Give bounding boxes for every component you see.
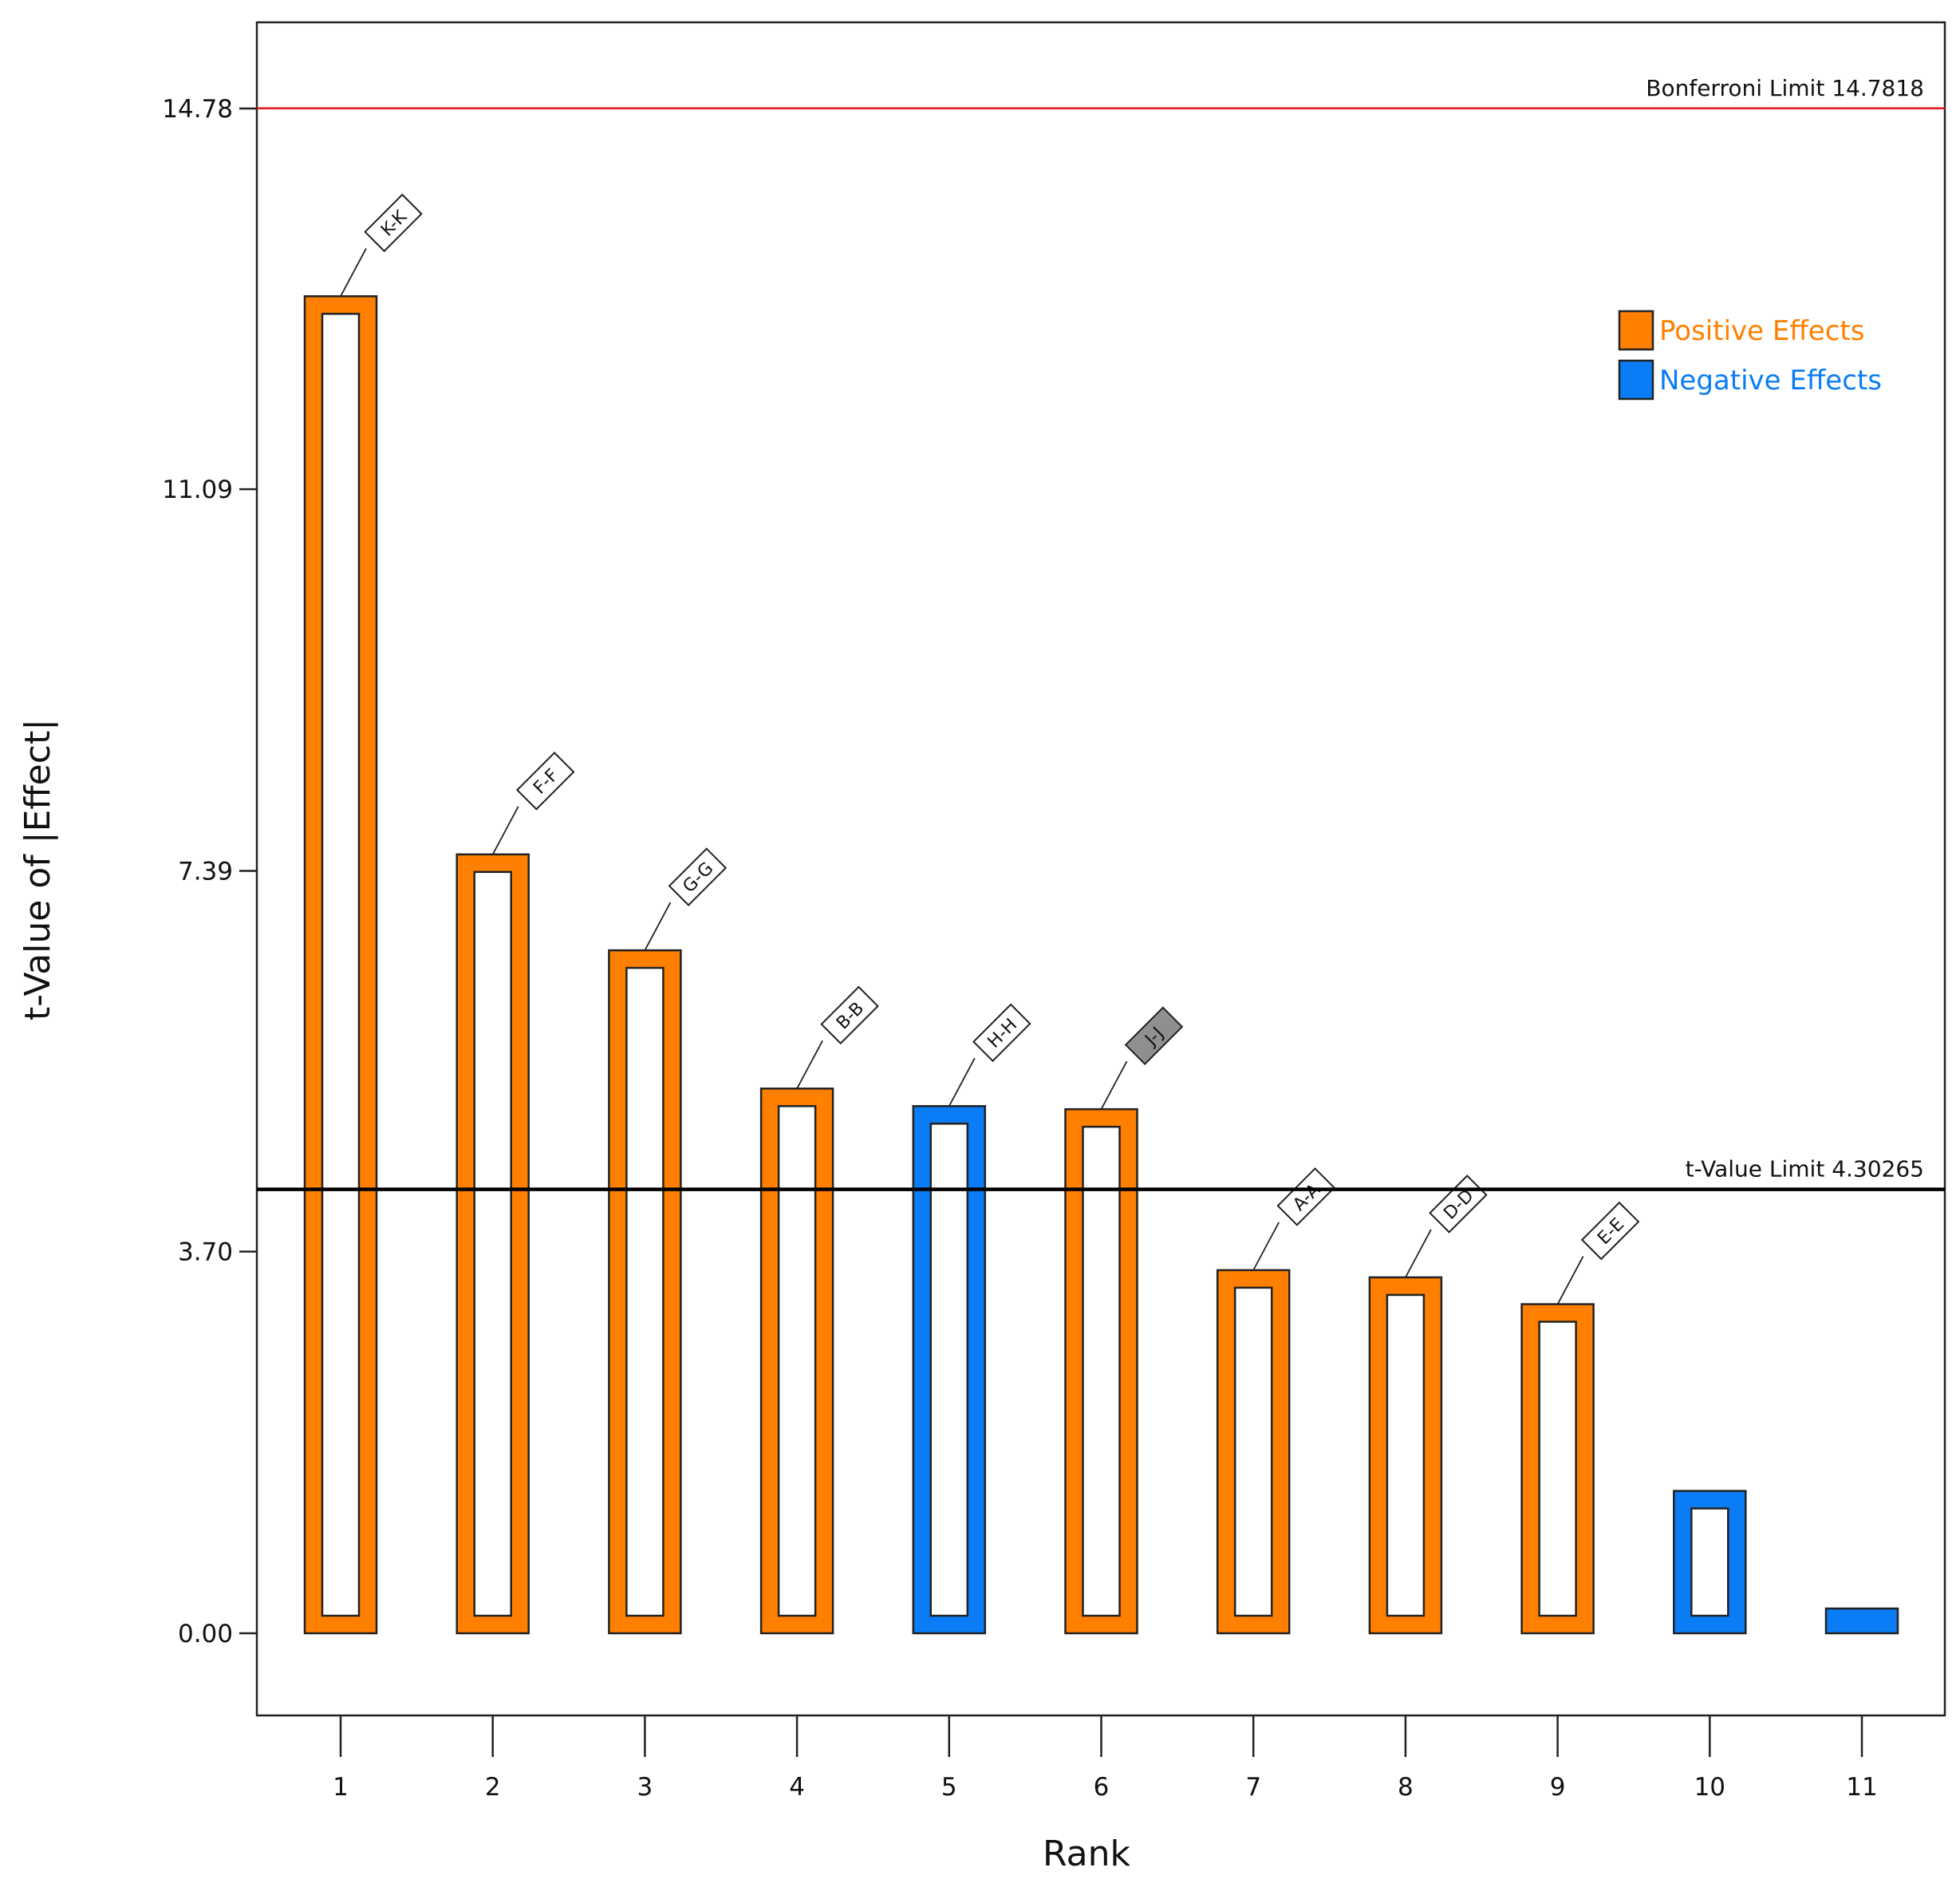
- term-label-box: [515, 752, 575, 811]
- x-tick-label: 10: [1694, 1773, 1725, 1802]
- legend-label: Positive Effects: [1659, 315, 1864, 347]
- y-tick-label: 7.39: [178, 858, 233, 886]
- leader-line: [948, 1057, 976, 1107]
- x-axis-title: Rank: [1043, 1834, 1130, 1874]
- leader-line: [1252, 1222, 1280, 1271]
- y-tick-label: 0.00: [178, 1620, 233, 1648]
- term-label-box: [1124, 1006, 1184, 1065]
- term-label-B-B: B-B: [820, 985, 879, 1045]
- y-tick-label: 3.70: [178, 1238, 233, 1267]
- leader-line: [1405, 1229, 1432, 1278]
- term-label-box: [1580, 1201, 1640, 1261]
- term-label-box: [364, 193, 423, 253]
- term-label-G-G: G-G: [668, 847, 728, 906]
- bar-inner: [777, 1105, 817, 1617]
- bar-inner: [1538, 1321, 1577, 1617]
- bar-inner: [321, 313, 361, 1617]
- term-label-K-K: K-K: [364, 193, 423, 253]
- leader-line: [340, 247, 367, 297]
- x-tick-label: 5: [941, 1773, 957, 1802]
- term-label-box: [668, 847, 728, 906]
- bar-inner: [473, 870, 512, 1617]
- y-axis-title: t-Value of |Effect|: [18, 719, 58, 1021]
- bar-11: [1824, 1607, 1899, 1635]
- legend-swatch: [1618, 359, 1654, 401]
- leader-line: [1100, 1060, 1128, 1110]
- y-tick-label: 14.78: [162, 95, 233, 124]
- bonferroni-limit-label: Bonferroni Limit 14.7818: [1646, 75, 1924, 101]
- term-label-H-H: H-H: [972, 1003, 1031, 1063]
- bar-9: [1520, 1303, 1595, 1635]
- bar-inner: [929, 1123, 969, 1617]
- bar-5: [912, 1105, 987, 1635]
- term-label-box: [820, 985, 879, 1045]
- leader-line: [644, 902, 672, 951]
- term-label-E-E: E-E: [1580, 1201, 1640, 1261]
- x-tick-label: 9: [1550, 1773, 1566, 1802]
- bar-2: [455, 853, 530, 1635]
- x-tick-label: 1: [333, 1773, 349, 1802]
- x-tick-label: 2: [485, 1773, 501, 1802]
- x-tick-label: 8: [1398, 1773, 1414, 1802]
- bar-rect: [1824, 1607, 1899, 1635]
- legend-swatch: [1618, 310, 1654, 351]
- leader-line: [491, 806, 519, 855]
- legend-label: Negative Effects: [1659, 365, 1882, 397]
- bar-inner: [1233, 1286, 1273, 1617]
- bar-8: [1368, 1276, 1443, 1635]
- bar-inner: [1082, 1125, 1121, 1617]
- x-tick-label: 3: [637, 1773, 653, 1802]
- x-tick-label: 4: [789, 1773, 805, 1802]
- bar-3: [608, 949, 682, 1635]
- t-value-limit-label: t-Value Limit 4.30265: [1686, 1156, 1924, 1182]
- term-label-box: [1276, 1167, 1335, 1226]
- term-label-D-D: D-D: [1429, 1174, 1488, 1234]
- bar-1: [303, 295, 378, 1635]
- bar-6: [1064, 1107, 1138, 1635]
- x-tick-label: 11: [1846, 1773, 1877, 1802]
- x-tick-label: 6: [1094, 1773, 1110, 1802]
- bar-10: [1673, 1490, 1747, 1635]
- bar-7: [1216, 1269, 1291, 1635]
- bar-inner: [625, 966, 665, 1617]
- bar-inner: [1690, 1507, 1729, 1617]
- y-tick-label: 11.09: [162, 476, 233, 504]
- term-label-A-A: A-A: [1276, 1167, 1335, 1226]
- term-label-J-J: J-J: [1124, 1006, 1184, 1065]
- x-tick-label: 7: [1245, 1773, 1261, 1802]
- leader-line: [1556, 1256, 1584, 1305]
- leader-line: [796, 1040, 823, 1089]
- term-label-box: [972, 1003, 1031, 1063]
- bar-4: [759, 1088, 834, 1635]
- term-label-F-F: F-F: [515, 752, 575, 811]
- bar-inner: [1386, 1293, 1426, 1617]
